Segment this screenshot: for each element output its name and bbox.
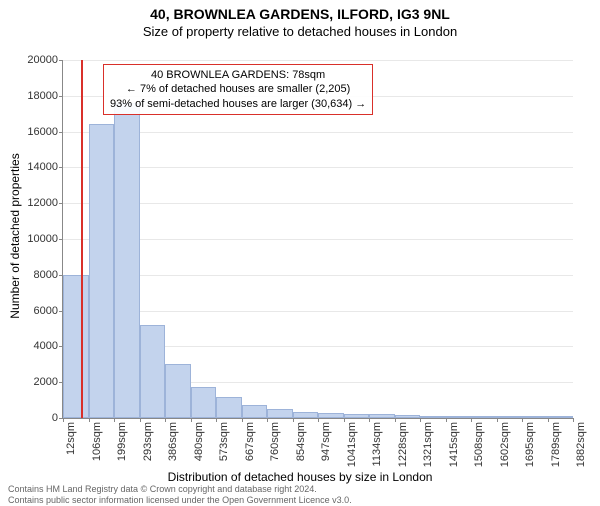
y-tick-label: 0 <box>52 412 58 424</box>
histogram-chart: 40 BROWNLEA GARDENS: 78sqm← 7% of detach… <box>62 60 572 418</box>
y-tick-label: 2000 <box>34 376 58 388</box>
x-tick-label: 947sqm <box>320 422 332 461</box>
x-tick-label: 573sqm <box>218 422 230 461</box>
histogram-bar <box>216 397 242 418</box>
y-tick-label: 6000 <box>34 305 58 317</box>
x-tick-label: 1695sqm <box>524 422 536 467</box>
x-tick-label: 386sqm <box>167 422 179 461</box>
x-axis-label: Distribution of detached houses by size … <box>0 470 600 484</box>
x-tick-label: 760sqm <box>269 422 281 461</box>
gridline <box>63 167 573 168</box>
credits-line: Contains public sector information licen… <box>8 495 352 506</box>
histogram-bar <box>242 405 268 418</box>
y-tick-label: 20000 <box>27 54 58 66</box>
x-tick-label: 480sqm <box>193 422 205 461</box>
annotation-box: 40 BROWNLEA GARDENS: 78sqm← 7% of detach… <box>103 64 373 115</box>
x-tick-labels: 12sqm 106sqm 199sqm 293sqm 386sqm 480sqm 573sq… <box>62 418 572 478</box>
x-tick-label: 293sqm <box>142 422 154 461</box>
histogram-bar <box>140 325 166 418</box>
x-tick-label: 1415sqm <box>448 422 460 467</box>
x-tick-label: 1228sqm <box>397 422 409 467</box>
annotation-line: 40 BROWNLEA GARDENS: 78sqm <box>110 68 366 82</box>
x-tick-label: 12sqm <box>65 422 77 455</box>
credits-text: Contains HM Land Registry data © Crown c… <box>8 484 352 506</box>
x-tick-label: 1508sqm <box>473 422 485 467</box>
y-tick-labels: 0200040006000800010000120001400016000180… <box>0 60 62 418</box>
x-tick-label: 1602sqm <box>499 422 511 467</box>
histogram-bar <box>191 387 217 418</box>
y-tick-label: 4000 <box>34 340 58 352</box>
gridline <box>63 60 573 61</box>
histogram-bar <box>89 124 115 418</box>
histogram-bar <box>114 103 140 418</box>
gridline <box>63 239 573 240</box>
gridline <box>63 132 573 133</box>
y-tick-label: 14000 <box>27 161 58 173</box>
annotation-line: 93% of semi-detached houses are larger (… <box>110 97 366 111</box>
y-tick-label: 16000 <box>27 126 58 138</box>
x-tick-label: 1134sqm <box>371 422 383 466</box>
gridline <box>63 275 573 276</box>
histogram-bar <box>267 409 293 418</box>
x-tick-label: 1789sqm <box>550 422 562 467</box>
gridline <box>63 203 573 204</box>
y-tick-label: 8000 <box>34 269 58 281</box>
x-tick-label: 667sqm <box>244 422 256 461</box>
x-tick-label: 1041sqm <box>346 422 358 467</box>
histogram-bar <box>63 275 89 418</box>
page-subtitle: Size of property relative to detached ho… <box>0 24 600 39</box>
x-tick-label: 1321sqm <box>422 422 434 467</box>
credits-line: Contains HM Land Registry data © Crown c… <box>8 484 352 495</box>
x-tick-label: 106sqm <box>91 422 103 461</box>
page-title: 40, BROWNLEA GARDENS, ILFORD, IG3 9NL <box>0 6 600 22</box>
y-tick-label: 10000 <box>27 233 58 245</box>
plot-area: 40 BROWNLEA GARDENS: 78sqm← 7% of detach… <box>62 60 573 419</box>
annotation-line: ← 7% of detached houses are smaller (2,2… <box>110 82 366 96</box>
x-tick-label: 854sqm <box>295 422 307 461</box>
y-tick-label: 12000 <box>27 197 58 209</box>
property-marker-line <box>81 60 83 418</box>
x-tick-label: 199sqm <box>116 422 128 461</box>
gridline <box>63 311 573 312</box>
histogram-bar <box>165 364 191 418</box>
x-tick-label: 1882sqm <box>575 422 587 467</box>
y-tick-label: 18000 <box>27 90 58 102</box>
